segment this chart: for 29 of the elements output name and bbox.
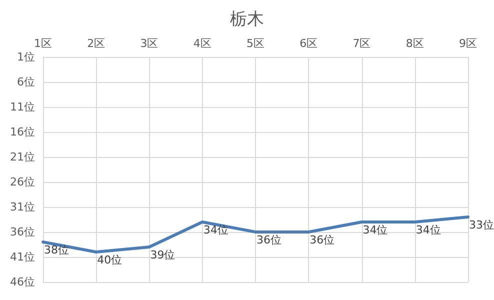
y-tick-label: 16位: [10, 126, 35, 138]
data-label: 36位: [310, 234, 335, 246]
y-tick-label: 6位: [17, 76, 35, 88]
data-label: 40位: [97, 254, 122, 266]
x-tick-label: 5区: [246, 37, 264, 50]
x-tick-label: 6区: [300, 37, 318, 50]
y-tick-label: 41位: [10, 250, 35, 264]
chart-title: 栃木: [230, 10, 264, 30]
x-tick-label: 3区: [140, 37, 158, 50]
y-tick-label: 46位: [10, 276, 35, 288]
x-tick-label: 4区: [193, 37, 212, 50]
data-label: 38位: [44, 244, 69, 256]
x-tick-label: 1区: [34, 37, 52, 50]
data-label: 33位: [469, 218, 494, 232]
y-tick-label: 11位: [10, 100, 35, 114]
data-label: 34位: [203, 224, 228, 236]
y-tick-label: 36位: [10, 226, 35, 238]
data-label: 34位: [416, 224, 441, 236]
y-tick-label: 21位: [10, 150, 35, 164]
x-tick-label: 2区: [87, 37, 106, 50]
y-tick-label: 31位: [10, 200, 35, 214]
y-tick-label: 26位: [10, 176, 35, 188]
x-tick-label: 9区: [459, 37, 477, 50]
data-label: 39位: [150, 248, 176, 262]
data-label: 34位: [362, 224, 388, 236]
data-label: 36位: [256, 234, 282, 246]
y-tick-label: 1位: [17, 50, 35, 64]
x-tick-label: 8区: [406, 37, 424, 50]
x-tick-label: 7区: [352, 37, 371, 50]
